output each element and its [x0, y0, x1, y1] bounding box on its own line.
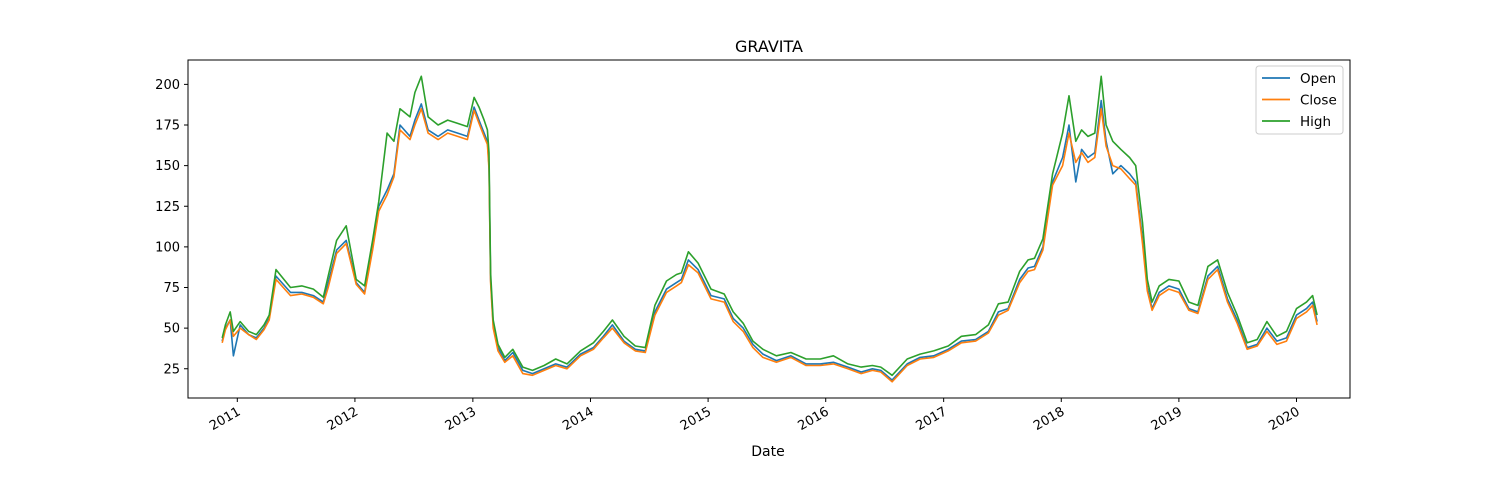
y-tick-label: 100 [155, 240, 180, 255]
y-tick-label: 50 [163, 322, 180, 337]
y-tick-label: 175 [155, 119, 180, 134]
legend: Open Close High [1255, 65, 1344, 135]
legend-label-open: Open [1300, 71, 1336, 87]
legend-label-high: High [1300, 114, 1331, 130]
series-line-high [221, 75, 1318, 377]
y-tick-label: 25 [163, 362, 180, 377]
chart-title: GRAVITA [735, 37, 803, 56]
x-axis-label: Date [751, 444, 784, 460]
legend-box [1255, 65, 1344, 135]
y-axis: 25 50 75 100 125 150 175 200 [155, 78, 188, 377]
plot-area [187, 59, 1351, 399]
y-tick-label: 150 [155, 159, 180, 174]
series-line-close [221, 108, 1318, 383]
legend-label-close: Close [1300, 93, 1337, 109]
y-tick-label: 125 [155, 200, 180, 215]
y-tick-label: 200 [155, 78, 180, 93]
plot-frame [187, 59, 1351, 399]
y-tick-label: 75 [163, 281, 180, 296]
series-group [221, 75, 1318, 383]
